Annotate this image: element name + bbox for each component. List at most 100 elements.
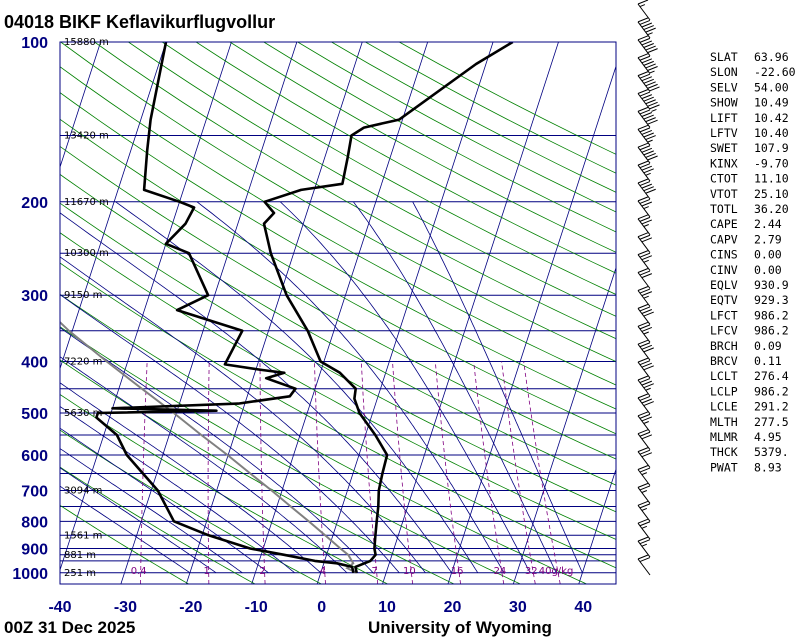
mixing-ratio-line — [207, 361, 210, 584]
mixing-ratio-label: 0.4 — [131, 566, 147, 577]
wind-barb-flag — [641, 273, 653, 279]
wind-barb-flag — [641, 201, 653, 207]
height-label: 13420 m — [64, 130, 109, 141]
wind-barb-flag — [637, 17, 649, 23]
index-label: SHOW — [710, 96, 738, 110]
dry-adiabat — [60, 92, 616, 410]
wind-barb-half-flag — [643, 224, 649, 227]
wind-barb — [637, 268, 653, 289]
index-value: 276.4 — [754, 369, 789, 383]
wind-barb-flag — [647, 119, 658, 125]
pressure-tick-label: 1000 — [12, 566, 48, 583]
wind-barb-flag — [641, 255, 653, 261]
index-label: KINX — [710, 156, 738, 170]
index-value: 0.00 — [754, 248, 782, 262]
index-label: SELV — [710, 80, 738, 94]
index-value: 4.95 — [754, 430, 782, 444]
isotherm-line — [512, 266, 616, 584]
stability-indices-panel: SLAT 63.96 SLON -22.60 SELV 54.00 SHOW 10.49 LIF… — [710, 50, 796, 474]
wind-barb — [637, 375, 654, 397]
wind-barb — [637, 321, 653, 343]
pressure-tick-label: 300 — [21, 288, 48, 305]
index-value: 8.93 — [754, 460, 782, 474]
wind-barb-flag — [645, 81, 656, 87]
wind-barb-flag — [637, 196, 649, 202]
dry-adiabat — [128, 42, 616, 317]
wind-barb — [637, 357, 654, 379]
temperature-tick-label: 10 — [378, 599, 396, 616]
isotherm-line — [120, 42, 298, 584]
wind-barb-half-flag — [641, 525, 648, 529]
wind-barb-half-flag — [643, 331, 649, 335]
index-value: 986.2 — [754, 308, 789, 322]
index-value: 63.96 — [754, 50, 789, 64]
wind-barb-flag — [643, 186, 654, 192]
wind-barb — [637, 71, 660, 92]
isotherm-line — [578, 467, 616, 584]
wind-barb-half-flag — [639, 4, 646, 8]
mixing-ratio-label: 24 — [494, 566, 507, 577]
wind-barb-staff — [637, 487, 651, 504]
wind-barb-flag — [639, 306, 651, 312]
mixing-ratio-line — [140, 361, 148, 584]
wind-barb-flag — [643, 365, 654, 371]
pressure-tick-label: 700 — [21, 484, 48, 501]
wind-barb-half-flag — [641, 507, 648, 511]
index-label: EQTV — [710, 293, 738, 307]
wind-barb-flag — [639, 19, 651, 25]
wind-barb — [637, 142, 658, 164]
wind-barb-flag — [643, 43, 654, 48]
index-label: CTOT — [710, 172, 738, 186]
mixing-ratio-line — [360, 361, 379, 584]
wind-barb-flag — [639, 431, 651, 437]
index-value: 10.42 — [754, 111, 789, 125]
mixing-ratio-labels: 0.4 1 2 4 7 10 16 24 32 40g/kg — [131, 566, 574, 577]
wind-barb — [637, 196, 653, 218]
index-label: LCLT — [710, 369, 738, 383]
wind-barb-flag — [639, 449, 651, 455]
wind-barb-staff — [637, 540, 651, 558]
index-label: SLON — [710, 65, 738, 79]
index-label: CAPE — [710, 217, 738, 231]
temperature-tick-label: -20 — [179, 599, 202, 616]
wind-barb-half-flag — [641, 543, 648, 547]
index-value: 5379. — [754, 445, 789, 459]
wind-barb-half-flag — [641, 490, 648, 493]
index-value: 54.00 — [754, 80, 789, 94]
dry-adiabat — [60, 173, 616, 486]
wind-barb-staff — [637, 558, 651, 576]
index-value: 929.3 — [754, 293, 789, 307]
isotherm-line — [185, 42, 363, 584]
wind-barb-flag — [649, 104, 660, 110]
mixing-ratio-line — [434, 361, 461, 584]
height-label: 9150 m — [64, 290, 102, 301]
height-label: 10300 m — [64, 248, 109, 259]
index-value: 930.9 — [754, 278, 789, 292]
mixing-ratio-label: 40g/kg — [539, 566, 574, 577]
index-label: LCLE — [710, 400, 738, 414]
mixing-ratio-line — [473, 361, 505, 584]
mixing-ratio-label: 4 — [320, 566, 326, 577]
pressure-tick-label: 900 — [21, 541, 48, 558]
wind-barb — [637, 53, 658, 74]
wind-barb-flag — [641, 362, 653, 368]
wind-barb — [637, 0, 651, 21]
wind-barb — [637, 554, 651, 576]
mixing-ratio-label: 32 — [525, 566, 538, 577]
dry-adiabat — [161, 42, 616, 295]
mixing-ratio-line — [523, 361, 561, 584]
wind-barb — [637, 160, 654, 182]
index-label: SWET — [710, 141, 738, 155]
wind-barb-flag — [639, 73, 651, 79]
wind-barb — [637, 214, 653, 236]
wind-barb-flag — [637, 35, 649, 41]
mixing-ratio-line — [392, 361, 413, 584]
wind-barb-flag — [643, 132, 654, 138]
wind-barb-flag — [645, 152, 656, 158]
wind-barb-flag — [637, 518, 649, 524]
moist-adiabat — [353, 201, 557, 573]
index-value: 291.2 — [754, 400, 789, 414]
temperature-tick-label: -40 — [48, 599, 71, 616]
height-label: 3094 m — [64, 486, 102, 497]
